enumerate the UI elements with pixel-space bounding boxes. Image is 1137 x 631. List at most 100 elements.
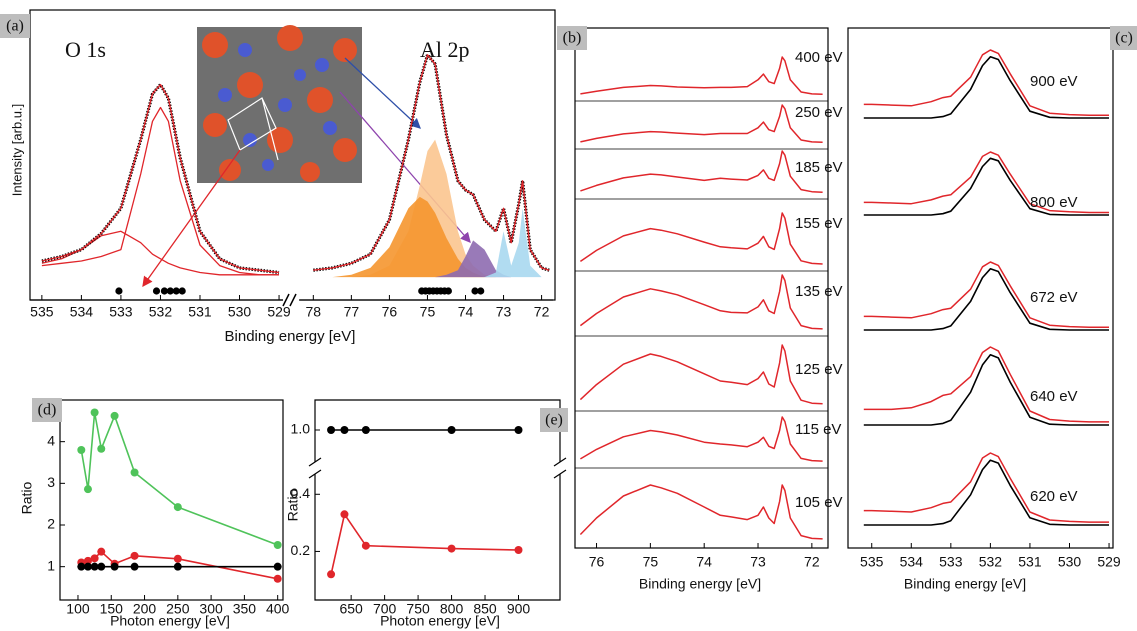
- spectrum: [580, 56, 823, 95]
- data-point: [447, 544, 456, 553]
- data-point: [514, 546, 523, 554]
- x-tick-label: 533: [109, 304, 133, 320]
- x-tick-label: 76: [382, 304, 398, 320]
- spectrum-label: 105 eV: [795, 494, 843, 511]
- data-point: [130, 551, 139, 560]
- axis-gap: [283, 290, 299, 306]
- spectrum-label: 400 eV: [795, 49, 843, 66]
- data-point: [447, 426, 456, 434]
- y-axis-label: Ratio: [19, 481, 35, 514]
- spectrum-label: 250 eV: [795, 104, 843, 121]
- panel-label: (b): [563, 30, 582, 47]
- spectrum-label: 135 eV: [795, 283, 843, 300]
- x-axis-label: Binding energy [eV]: [225, 328, 356, 345]
- x-tick-label: 350: [233, 601, 257, 617]
- x-tick-label: 534: [70, 304, 94, 320]
- spectrum-label: O 1s: [65, 37, 106, 62]
- atom: [294, 69, 306, 81]
- atom: [262, 159, 274, 171]
- x-tick-label: 150: [100, 601, 124, 617]
- spectrum: [579, 344, 823, 405]
- data-point: [97, 444, 106, 453]
- atom: [243, 133, 257, 147]
- data-point: [110, 562, 119, 571]
- x-tick-label: 72: [534, 304, 550, 320]
- panel-label: (a): [6, 18, 24, 35]
- panel-label: (d): [38, 402, 57, 419]
- x-tick-label: 529: [267, 304, 291, 320]
- peak-position: [178, 287, 186, 295]
- x-tick-label: 250: [166, 601, 190, 617]
- panel-label: (c): [1115, 30, 1133, 47]
- fit-envelope: [41, 83, 280, 274]
- x-tick-label: 700: [373, 601, 397, 617]
- y-tick-label: 4: [47, 432, 55, 448]
- x-tick-label: 534: [900, 554, 924, 570]
- x-tick-label: 75: [420, 304, 436, 320]
- atom: [333, 38, 357, 62]
- atom: [237, 72, 263, 98]
- data-point: [514, 426, 523, 434]
- spectrum-label: 800 eV: [1030, 194, 1078, 211]
- peak-position: [166, 287, 174, 295]
- panel-c-frame: [847, 27, 1114, 549]
- data-point: [110, 411, 119, 420]
- component-line: [863, 354, 1109, 426]
- component-line: [863, 268, 1109, 331]
- peak-position: [152, 287, 161, 295]
- y-axis-label: Ratio: [285, 488, 301, 521]
- data-point: [130, 562, 139, 571]
- x-tick-label: 532: [979, 554, 1003, 570]
- data-point: [77, 446, 86, 454]
- data-point: [90, 562, 99, 571]
- spectrum: [580, 416, 823, 462]
- y-tick-label: 2: [47, 516, 55, 532]
- spectrum: [863, 49, 1109, 117]
- spectrum-label: 115 eV: [795, 421, 841, 438]
- oxygen-atoms: [202, 25, 357, 182]
- atom: [323, 121, 337, 135]
- panel-badge: [32, 398, 62, 422]
- spectrum: [863, 261, 1109, 329]
- panel-badge: [557, 26, 587, 50]
- data-point: [327, 426, 336, 434]
- data-point: [273, 562, 282, 571]
- data-point: [97, 562, 106, 571]
- peak-position: [115, 287, 123, 295]
- data-point: [340, 510, 349, 519]
- x-tick-label: 750: [406, 601, 430, 617]
- spectrum-label: 672 eV: [1030, 289, 1078, 306]
- series-line: [330, 513, 519, 575]
- y-tick-label: 1: [47, 557, 55, 573]
- data-point: [83, 562, 92, 571]
- data-point: [90, 554, 99, 563]
- spectrum: [580, 104, 823, 143]
- axis-break: [282, 293, 297, 307]
- spectrum: [863, 151, 1109, 214]
- x-tick-label: 72: [804, 554, 820, 570]
- atom: [218, 88, 232, 102]
- x-tick-label: 530: [228, 304, 252, 320]
- spectrum-label: 640 eV: [1030, 388, 1078, 405]
- arrow: [344, 57, 421, 129]
- x-tick-label: 77: [344, 304, 360, 320]
- component-line: [863, 459, 1109, 526]
- y-axis-label: Intensity [arb.u.]: [9, 104, 24, 197]
- y-tick-label: 1.0: [291, 421, 311, 437]
- atom: [238, 43, 252, 57]
- x-axis-label: Binding energy [eV]: [904, 576, 1026, 592]
- data-point: [327, 570, 336, 579]
- data-point: [130, 468, 139, 477]
- component-line: [863, 157, 1109, 216]
- panel-badge: [0, 14, 30, 38]
- fit-envelope: [313, 54, 550, 271]
- y-tick-label: 0.2: [291, 542, 311, 558]
- x-axis-label: Binding energy [eV]: [639, 576, 761, 592]
- data-point: [273, 541, 282, 549]
- panel-badge: [540, 408, 568, 432]
- spectrum: [579, 212, 823, 265]
- data-point: [97, 547, 106, 556]
- x-tick-label: 531: [188, 304, 212, 320]
- spectrum: [863, 346, 1109, 423]
- peak-position: [471, 287, 479, 295]
